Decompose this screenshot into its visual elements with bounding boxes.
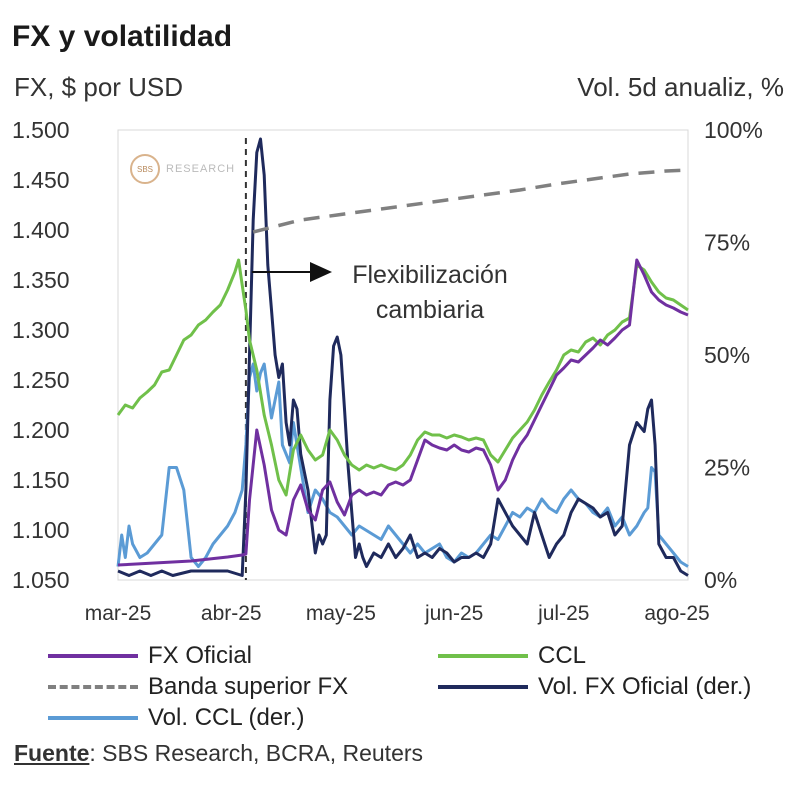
- left-tick-label: 1.200: [12, 417, 70, 443]
- left-tick-label: 1.250: [12, 367, 70, 393]
- right-axis-label: Vol. 5d anualiz, %: [577, 72, 784, 102]
- plot-frame: [117, 129, 689, 581]
- chart-plot: 1.500 1.450 1.400 1.350 1.300 1.250 1.200 1.150…: [12, 117, 763, 625]
- left-axis-label: FX, $ por USD: [14, 72, 184, 102]
- series-line-ccl: [116, 258, 689, 497]
- right-tick-label: 75%: [704, 230, 750, 256]
- right-tick-label: 25%: [704, 455, 750, 481]
- legend-item-ccl: CCL: [438, 642, 586, 670]
- source-note: Fuente: SBS Research, BCRA, Reuters: [14, 740, 423, 767]
- left-tick-label: 1.350: [12, 267, 70, 293]
- x-tick-label: ago-25: [644, 602, 709, 625]
- left-tick-label: 1.400: [12, 217, 70, 243]
- right-tick-label: 0%: [704, 567, 737, 593]
- chart-title: FX y volatilidad: [12, 20, 233, 53]
- right-tick-label: 50%: [704, 342, 750, 368]
- series-line-banda: [252, 168, 689, 234]
- x-tick-label: jun-25: [424, 602, 483, 625]
- legend-line: [48, 685, 138, 689]
- legend-item-fx-oficial: FX Oficial: [48, 642, 252, 670]
- legend-line: [438, 685, 528, 689]
- x-tick-label: abr-25: [201, 602, 262, 625]
- source-label: Fuente: [14, 740, 90, 766]
- legend-line: [48, 716, 138, 720]
- chart-legend: FX Oficial CCL Banda superior FX Vol. FX…: [0, 642, 800, 737]
- source-text: : SBS Research, BCRA, Reuters: [89, 740, 424, 766]
- legend-label: Vol. CCL (der.): [148, 704, 305, 731]
- series-line-vol-ccl: [116, 362, 689, 568]
- legend-item-vol-ccl: Vol. CCL (der.): [48, 704, 305, 732]
- watermark-logo: SBS: [130, 154, 160, 184]
- annotation-text-line1: Flexibilización: [352, 261, 508, 289]
- left-tick-label: 1.050: [12, 567, 70, 593]
- legend-label: Banda superior FX: [148, 673, 349, 700]
- legend-item-vol-fx: Vol. FX Oficial (der.): [438, 673, 751, 701]
- x-tick-label: may-25: [306, 602, 376, 625]
- series-line-vol-fx: [117, 137, 689, 577]
- legend-line: [438, 654, 528, 658]
- legend-label: FX Oficial: [148, 642, 253, 669]
- legend-label: CCL: [538, 642, 587, 669]
- series-line-fx-oficial: [117, 258, 689, 567]
- legend-item-banda: Banda superior FX: [48, 673, 348, 701]
- legend-line: [48, 654, 138, 658]
- left-tick-label: 1.300: [12, 317, 70, 343]
- annotation-text-line2: cambiaria: [376, 296, 484, 324]
- left-tick-label: 1.450: [12, 167, 70, 193]
- x-tick-label: mar-25: [85, 602, 152, 625]
- right-tick-label: 100%: [704, 117, 763, 143]
- annotation-arrowhead: [310, 262, 332, 282]
- x-tick-label: jul-25: [537, 602, 589, 625]
- left-tick-label: 1.500: [12, 117, 70, 143]
- left-tick-label: 1.150: [12, 467, 70, 493]
- watermark: SBS RESEARCH: [130, 154, 235, 184]
- left-tick-label: 1.100: [12, 517, 70, 543]
- legend-label: Vol. FX Oficial (der.): [538, 673, 752, 700]
- watermark-text: RESEARCH: [166, 163, 236, 175]
